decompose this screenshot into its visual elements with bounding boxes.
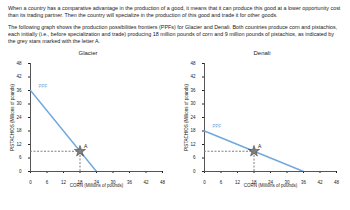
svg-text:48: 48 bbox=[160, 180, 166, 185]
svg-text:48: 48 bbox=[16, 61, 22, 66]
svg-text:42: 42 bbox=[190, 74, 196, 79]
svg-text:12: 12 bbox=[61, 180, 67, 185]
svg-text:0: 0 bbox=[203, 180, 206, 185]
html-text:Denali: Denali bbox=[253, 50, 271, 56]
html-text:The following graph shows the: The following graph shows the production… bbox=[8, 24, 338, 44]
svg-text:CORN (Millions of pounds): CORN (Millions of pounds) bbox=[70, 183, 124, 188]
svg-text:36: 36 bbox=[301, 180, 307, 185]
svg-text:24: 24 bbox=[190, 115, 196, 120]
svg-text:42: 42 bbox=[143, 180, 149, 185]
svg-text:PISTACHIOS (Millions of pounds: PISTACHIOS (Millions of pounds) bbox=[184, 83, 189, 151]
svg-text:12: 12 bbox=[190, 142, 196, 147]
svg-text:0: 0 bbox=[193, 169, 196, 174]
svg-text:12: 12 bbox=[235, 180, 241, 185]
svg-text:42: 42 bbox=[317, 180, 323, 185]
svg-text:6: 6 bbox=[19, 155, 22, 160]
svg-text:18: 18 bbox=[16, 128, 22, 133]
svg-text:36: 36 bbox=[16, 88, 22, 93]
svg-text:30: 30 bbox=[16, 101, 22, 106]
svg-text:6: 6 bbox=[193, 155, 196, 160]
svg-text:42: 42 bbox=[16, 74, 22, 79]
svg-text:PPF: PPF bbox=[213, 124, 222, 129]
svg-text:PISTACHIOS (Millions of pounds: PISTACHIOS (Millions of pounds) bbox=[10, 83, 15, 151]
svg-text:A: A bbox=[84, 143, 88, 149]
svg-text:0: 0 bbox=[19, 169, 22, 174]
svg-text:A: A bbox=[258, 143, 262, 149]
svg-text:6: 6 bbox=[220, 180, 223, 185]
svg-text:12: 12 bbox=[16, 142, 22, 147]
svg-text:PPF: PPF bbox=[39, 84, 48, 89]
svg-text:48: 48 bbox=[334, 180, 340, 185]
svg-text:48: 48 bbox=[190, 61, 196, 66]
html-text:When a country has a comparati: When a country has a comparative advanta… bbox=[8, 5, 341, 18]
svg-text:36: 36 bbox=[127, 180, 133, 185]
html-text:Glacier: Glacier bbox=[78, 50, 98, 56]
svg-text:CORN (Millions of pounds): CORN (Millions of pounds) bbox=[244, 183, 298, 188]
svg-text:6: 6 bbox=[46, 180, 49, 185]
svg-text:36: 36 bbox=[190, 88, 196, 93]
svg-text:24: 24 bbox=[16, 115, 22, 120]
svg-text:0: 0 bbox=[29, 180, 32, 185]
svg-text:18: 18 bbox=[190, 128, 196, 133]
svg-text:30: 30 bbox=[190, 101, 196, 106]
